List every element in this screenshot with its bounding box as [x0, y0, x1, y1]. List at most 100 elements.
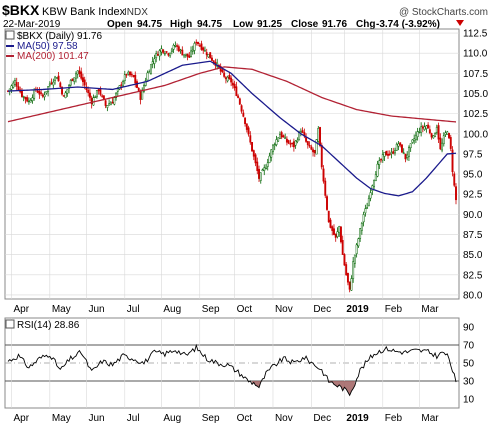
price-bar-body — [331, 226, 334, 231]
price-bar-body — [22, 96, 25, 98]
price-bar-body — [80, 71, 83, 79]
rsi-x-tick-label: Apr — [13, 413, 29, 424]
price-bar-body — [371, 185, 374, 191]
price-bar-body — [122, 81, 125, 87]
price-bar-body — [205, 52, 208, 56]
price-bar-body — [130, 73, 133, 76]
price-bar-body — [158, 50, 161, 57]
legend-ma200: MA(200) 101.47 — [17, 51, 89, 62]
price-bar-body — [129, 71, 131, 76]
price-bar-body — [179, 49, 182, 51]
price-bar-body — [211, 57, 213, 61]
price-bar-body — [12, 82, 15, 88]
price-bar-body — [404, 153, 407, 160]
rsi-x-tick-label: May — [52, 413, 71, 424]
rsi-x-tick-label: Mar — [421, 413, 439, 424]
price-bar-body — [268, 155, 271, 163]
price-bar-body — [75, 73, 77, 79]
legend-swatch-price — [5, 30, 15, 40]
price-bar-body — [449, 137, 452, 149]
price-bar-body — [240, 105, 243, 112]
price-bar-body — [413, 138, 416, 142]
price-y-tick-label: 92.5 — [463, 190, 483, 201]
price-bar-body — [144, 80, 147, 86]
price-bar-body — [254, 154, 257, 164]
price-bar-body — [245, 123, 248, 130]
price-bar-body — [435, 126, 438, 133]
price-bar-body — [200, 43, 203, 50]
index-name: KBW Bank Index — [42, 6, 126, 18]
price-bar-body — [153, 58, 156, 64]
price-bar-body — [432, 135, 435, 139]
price-x-tick-label: Jun — [88, 304, 104, 315]
price-bar-body — [390, 152, 393, 154]
open-value: 94.75 — [137, 19, 162, 30]
price-bar-body — [385, 150, 388, 156]
price-bar-body — [132, 74, 135, 78]
rsi-x-tick-label: Aug — [163, 413, 181, 424]
price-bar-body — [381, 154, 384, 161]
price-grid — [5, 29, 459, 299]
symbol-title: $BKX — [2, 2, 40, 18]
price-bar-body — [273, 144, 276, 147]
price-bar-body — [99, 89, 102, 95]
price-bar-body — [40, 92, 43, 94]
price-bar-body — [162, 49, 165, 53]
price-bar-body — [366, 207, 369, 209]
price-bar-body — [195, 41, 198, 44]
price-bar-body — [394, 150, 396, 154]
price-x-tick-label: Feb — [385, 304, 403, 315]
price-bar-body — [392, 151, 395, 154]
price-bar-body — [176, 45, 179, 47]
price-bar-body — [170, 49, 173, 53]
price-bar-body — [141, 89, 144, 100]
price-bar-body — [17, 86, 20, 91]
price-bar-body — [139, 90, 142, 100]
price-x-tick-label: Nov — [275, 304, 293, 315]
price-bar-body — [305, 137, 308, 142]
price-bar-body — [451, 149, 454, 173]
price-bar-body — [249, 135, 252, 143]
price-bar-body — [226, 76, 229, 82]
price-x-axis: Apr May Jun Jul Aug Sep Oct Nov Dec 2019 Feb Mar — [13, 304, 439, 315]
rsi-y-tick-label: 90 — [463, 323, 475, 334]
price-bar-body — [191, 49, 194, 52]
rsi-x-tick-label: Jul — [127, 413, 140, 424]
price-y-tick-label: 90.0 — [463, 210, 483, 221]
price-bar-body — [402, 152, 405, 154]
price-bar-body — [116, 88, 119, 92]
price-bar-body — [88, 92, 91, 98]
price-bar-body — [263, 167, 266, 171]
price-y-tick-label: 97.5 — [463, 149, 483, 160]
price-bar-body — [284, 137, 287, 139]
price-bar-body — [190, 50, 192, 57]
price-bar-body — [285, 138, 288, 143]
price-bar-body — [252, 150, 255, 157]
price-bar-body — [395, 143, 398, 151]
price-bar-body — [160, 48, 163, 53]
price-bar-body — [287, 140, 290, 144]
price-y-tick-label: 82.5 — [463, 270, 483, 281]
price-bar-body — [388, 153, 391, 156]
price-bar-body — [198, 45, 201, 47]
price-bar-body — [420, 126, 423, 133]
price-bar-body — [348, 281, 351, 290]
price-bar-body — [78, 70, 81, 75]
price-bar-body — [258, 168, 260, 179]
rsi-x-tick-label: 2019 — [346, 413, 369, 424]
price-bar-body — [310, 146, 313, 150]
price-bar-body — [418, 131, 421, 133]
down-arrow-icon — [456, 20, 464, 26]
price-bar-body — [115, 92, 118, 99]
open-label: Open — [107, 19, 133, 30]
price-bar-body — [345, 264, 348, 276]
price-bar-body — [61, 86, 63, 95]
price-bar-body — [62, 95, 65, 97]
price-bar-body — [441, 142, 444, 151]
price-bar-body — [94, 96, 97, 98]
price-bar-body — [427, 124, 430, 129]
price-bar-body — [266, 162, 269, 167]
rsi-line — [7, 343, 457, 397]
price-x-tick-label: Oct — [237, 304, 253, 315]
price-bar-body — [434, 133, 437, 138]
